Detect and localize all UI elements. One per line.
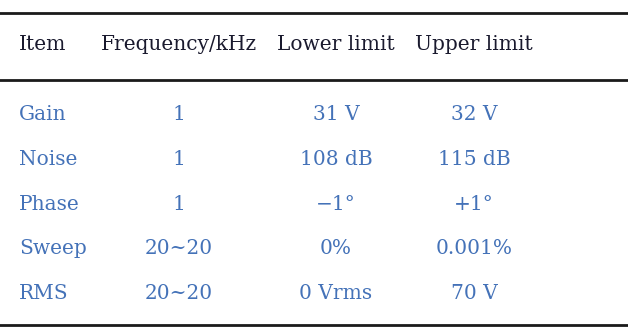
Text: 1: 1 — [173, 105, 185, 124]
Text: Phase: Phase — [19, 195, 80, 214]
Text: Frequency/kHz: Frequency/kHz — [101, 35, 257, 54]
Text: 0 Vrms: 0 Vrms — [300, 284, 372, 303]
Text: 115 dB: 115 dB — [438, 150, 511, 169]
Text: 20~20: 20~20 — [145, 239, 213, 259]
Text: 1: 1 — [173, 150, 185, 169]
Text: Lower limit: Lower limit — [277, 35, 395, 54]
Text: 31 V: 31 V — [313, 105, 359, 124]
Text: Item: Item — [19, 35, 66, 54]
Text: Sweep: Sweep — [19, 239, 87, 259]
Text: 20~20: 20~20 — [145, 284, 213, 303]
Text: Upper limit: Upper limit — [415, 35, 533, 54]
Text: 32 V: 32 V — [451, 105, 497, 124]
Text: Noise: Noise — [19, 150, 77, 169]
Text: 0%: 0% — [320, 239, 352, 259]
Text: 1: 1 — [173, 195, 185, 214]
Text: −1°: −1° — [316, 195, 356, 214]
Text: RMS: RMS — [19, 284, 68, 303]
Text: 108 dB: 108 dB — [300, 150, 372, 169]
Text: 70 V: 70 V — [451, 284, 497, 303]
Text: +1°: +1° — [454, 195, 494, 214]
Text: Gain: Gain — [19, 105, 67, 124]
Text: 0.001%: 0.001% — [436, 239, 512, 259]
